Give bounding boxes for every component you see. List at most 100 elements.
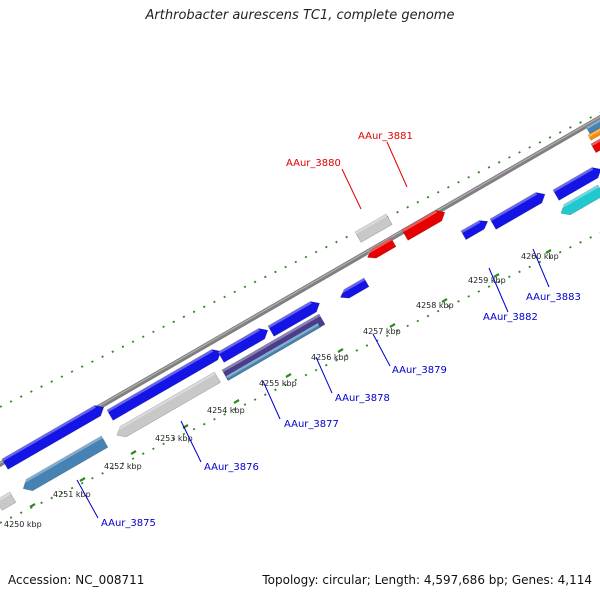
gene-cyan-inner-5-shine <box>559 184 600 211</box>
tick-label-4255: 4255 kbp <box>259 379 297 388</box>
gene-cyan-inner-5[interactable] <box>558 184 600 218</box>
gene-label-aaur-3883[interactable]: AAur_3883 <box>526 292 581 303</box>
genes <box>0 116 600 511</box>
gene-label-aaur-3875[interactable]: AAur_3875 <box>101 518 156 529</box>
ring-dot <box>558 250 562 254</box>
ring-dot <box>152 330 155 334</box>
gene-label-aaur-3877[interactable]: AAur_3877 <box>284 419 339 430</box>
gene-orange-outer-9[interactable] <box>587 125 600 141</box>
gene-gray-inner-2-shine <box>115 371 216 433</box>
gene-blue-inner-4[interactable] <box>338 277 370 302</box>
gene-red-outer-3881-shape <box>401 210 446 241</box>
ring-dot <box>436 309 440 313</box>
tick-label-4259: 4259 kbp <box>468 276 506 285</box>
gene-orange-outer-9-shine <box>588 125 600 138</box>
ring-dot <box>304 373 308 377</box>
ring-dot <box>192 310 196 314</box>
ring-dot <box>182 432 186 436</box>
gene-label-aaur-3878[interactable]: AAur_3878 <box>335 393 390 404</box>
gene-orange-outer-9-shape <box>587 125 600 141</box>
gene-steel-inner-1[interactable] <box>20 435 109 494</box>
tick-mark-4259 <box>493 273 500 278</box>
gene-blue-outer-1[interactable] <box>1 402 107 470</box>
tick-mark-4255 <box>285 373 292 378</box>
ring-dot <box>487 166 491 169</box>
gene-steel-inner-1-shape <box>22 435 109 492</box>
gene-label-aaur-3882[interactable]: AAur_3882 <box>483 312 538 323</box>
ring-dot <box>30 506 33 510</box>
tick-label-4258: 4258 kbp <box>416 301 454 310</box>
ring-dot <box>335 359 338 362</box>
gene-gray-outer-3880-shape <box>354 213 393 243</box>
gene-blue-outer-3-shape <box>217 328 269 363</box>
gene-label-aaur-3879[interactable]: AAur_3879 <box>392 365 447 376</box>
ring-dot <box>192 427 196 431</box>
ring-dot <box>569 245 572 249</box>
ring-dot <box>274 270 277 274</box>
gene-label-aaur-3881[interactable]: AAur_3881 <box>358 131 413 142</box>
gene-blue-outer-3[interactable] <box>217 325 271 363</box>
connector-aaur-3880 <box>341 168 362 210</box>
tick-label-4254: 4254 kbp <box>207 406 245 415</box>
gene-blue-outer-2[interactable] <box>106 346 224 421</box>
tick-mark-4257 <box>389 323 396 328</box>
tick-mark-4254 <box>233 399 240 404</box>
ring-dot <box>70 486 74 490</box>
ring-dot <box>396 329 399 333</box>
ring-dot <box>253 398 257 401</box>
ring-dot <box>172 320 176 324</box>
ring-dot <box>314 368 318 372</box>
ring-dot <box>447 304 450 308</box>
ring-dot <box>70 370 74 373</box>
ring-dot <box>80 365 84 368</box>
ring-dot <box>9 400 13 403</box>
ring-dot <box>111 350 115 353</box>
gene-blue-inner-4-shape <box>340 277 370 299</box>
tick-marks <box>29 249 552 508</box>
ring-dot <box>324 245 328 249</box>
ring-dot <box>223 295 226 299</box>
ring-dot <box>497 280 501 283</box>
ring-dot <box>538 260 542 264</box>
ring-dot <box>101 472 104 475</box>
tick-label-4260: 4260 kbp <box>521 252 559 261</box>
gene-blue-outer-5-shape <box>460 220 489 241</box>
gene-blue-outer-2-shine <box>107 349 214 413</box>
gene-blue-outer-5-shine <box>461 220 481 234</box>
gene-blue-outer-4-shape <box>267 301 320 337</box>
ring-dot <box>152 447 155 451</box>
gene-red-inner-3880[interactable] <box>365 237 397 262</box>
gene-steel-inner-3b[interactable] <box>225 322 321 381</box>
ring-dot <box>141 335 145 339</box>
ring-dot <box>355 349 359 352</box>
gene-gray-outer-3880[interactable] <box>354 213 393 243</box>
ring-dot <box>304 255 308 259</box>
ring-dot <box>121 345 125 348</box>
ring-dot <box>50 380 54 383</box>
ring-dot <box>447 185 450 189</box>
tick-label-4257: 4257 kbp <box>363 327 401 336</box>
gene-steel-outer-8-shape <box>585 116 600 135</box>
ring-dot <box>60 491 64 495</box>
gene-gray-inner-0[interactable] <box>0 491 17 511</box>
ring-dot <box>457 180 460 184</box>
ring-dot <box>0 521 3 524</box>
ring-dot <box>19 511 23 514</box>
gene-gray-inner-2[interactable] <box>114 371 221 440</box>
ring-dot <box>589 116 593 119</box>
ring-dot <box>243 285 247 289</box>
connector-aaur-3879 <box>372 333 391 367</box>
connector-aaur-3876 <box>180 420 202 463</box>
ring-dot <box>274 388 277 392</box>
gene-red-outer-3881[interactable] <box>401 207 448 241</box>
gene-label-aaur-3876[interactable]: AAur_3876 <box>204 462 259 473</box>
connector-aaur-3881 <box>386 141 408 188</box>
gene-blue-outer-5[interactable] <box>460 217 490 241</box>
ring-dot <box>263 275 267 279</box>
gene-blue-outer-4[interactable] <box>267 298 322 337</box>
ring-dot <box>213 300 216 304</box>
gene-blue-outer-6[interactable] <box>489 189 548 230</box>
ring-dot <box>0 405 3 408</box>
ring-dot <box>172 437 176 441</box>
gene-label-aaur-3880[interactable]: AAur_3880 <box>286 158 341 169</box>
